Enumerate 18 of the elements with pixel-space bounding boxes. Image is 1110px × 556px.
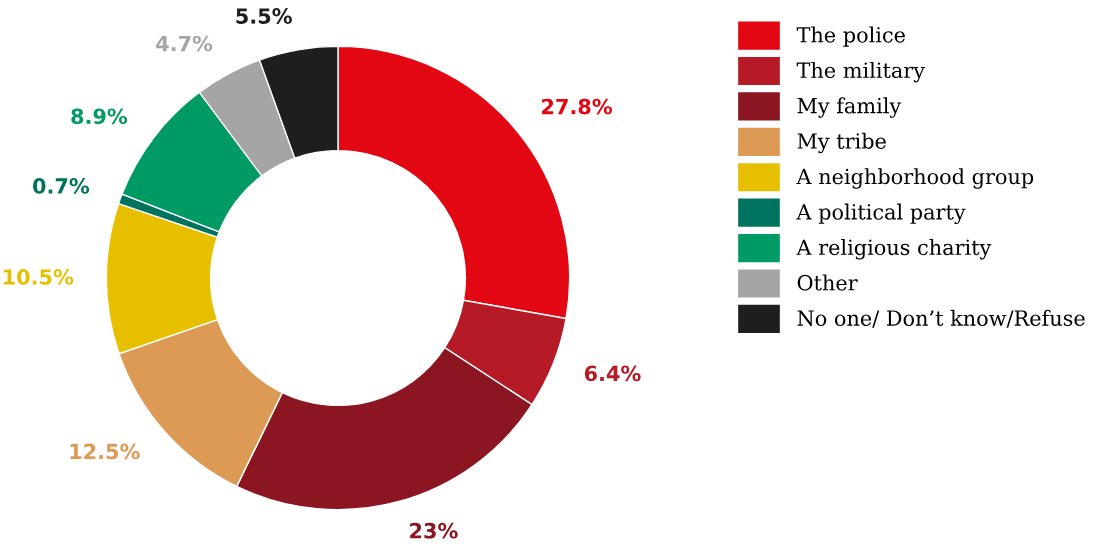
data-label: 10.5%	[3, 269, 74, 285]
data-label: 8.9%	[71, 108, 128, 125]
data-label: 5.5%	[236, 8, 292, 24]
legend-label: The police	[796, 26, 905, 47]
data-label: 27.8%	[542, 98, 613, 115]
legend-label: A neighborhood group	[796, 168, 1034, 189]
data-label: 0.7%	[33, 178, 90, 194]
legend-label: My family	[797, 97, 902, 118]
data-label: 23%	[410, 522, 458, 539]
legend-label: No one/ Don’t know/Refuse	[797, 309, 1085, 328]
legend-label: Other	[797, 274, 858, 291]
data-label: 6.4%	[584, 365, 641, 382]
legend-label: A political party	[796, 203, 966, 225]
legend-label: A religious charity	[796, 239, 992, 260]
legend-label: The military	[796, 61, 925, 83]
data-label: 4.7%	[156, 35, 213, 52]
legend-label: My tribe	[797, 132, 886, 154]
data-label: 12.5%	[70, 443, 140, 460]
